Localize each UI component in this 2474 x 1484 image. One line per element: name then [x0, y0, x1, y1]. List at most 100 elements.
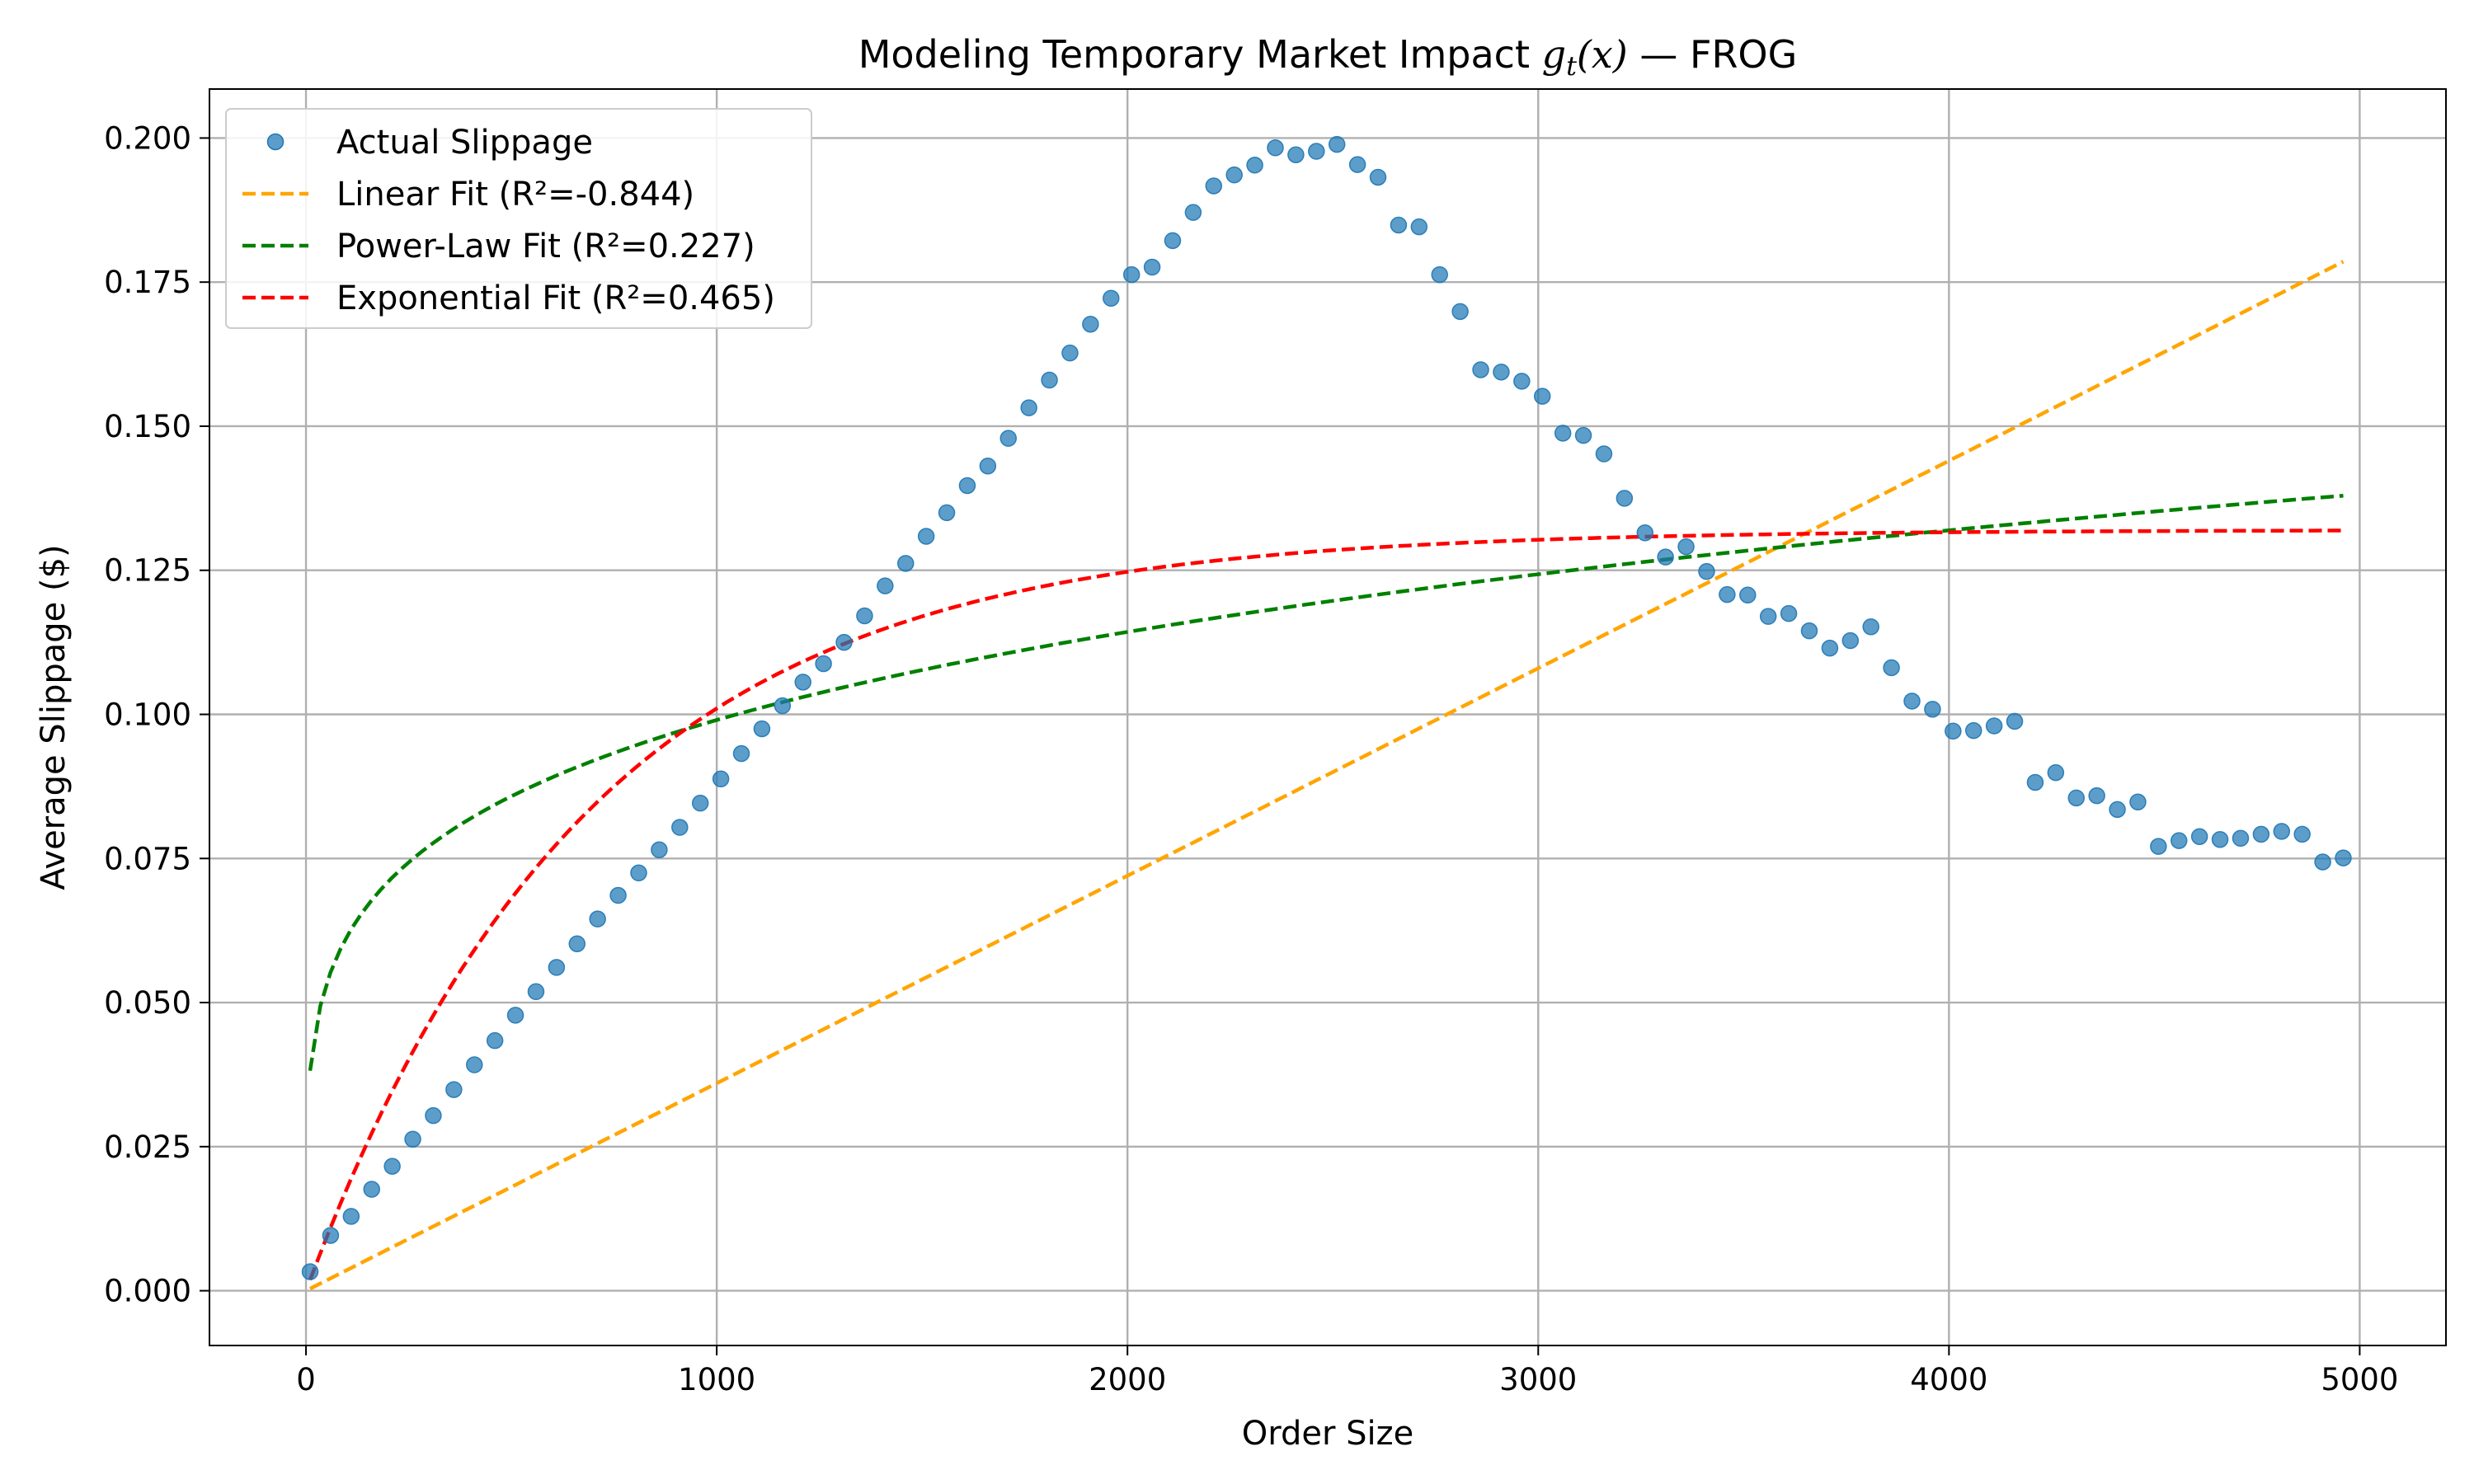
y-tick-label: 0.000 — [104, 1274, 191, 1309]
scatter-point — [671, 819, 689, 836]
scatter-point — [753, 720, 771, 738]
y-axis-ticks: 0.000 0.025 0.050 0.075 0.100 0.125 0.150 0.175… — [104, 120, 209, 1309]
scatter-point — [466, 1056, 483, 1073]
scatter-points — [301, 135, 2352, 1280]
x-tick-label: 5000 — [2321, 1362, 2398, 1397]
scatter-point — [1061, 344, 1079, 362]
scatter-point — [425, 1106, 442, 1125]
y-tick-label: 0.075 — [104, 841, 191, 876]
y-axis-label: Average Slippage ($) — [35, 544, 73, 890]
scatter-point — [383, 1158, 401, 1175]
scatter-point — [301, 1263, 319, 1280]
scatter-point — [815, 655, 832, 673]
scatter-point — [1410, 218, 1428, 236]
scatter-point — [1205, 177, 1223, 195]
scatter-point — [1041, 371, 1058, 389]
scatter-point — [2088, 787, 2105, 805]
scatter-point — [774, 697, 792, 715]
y-tick-label: 0.125 — [104, 553, 191, 589]
scatter-point — [938, 504, 956, 522]
scatter-point — [2067, 789, 2085, 807]
scatter-point — [1103, 289, 1120, 308]
x-tick-label: 2000 — [1089, 1362, 1166, 1397]
scatter-point — [404, 1130, 421, 1148]
legend-label: Power-Law Fit (R²=0.227) — [336, 228, 755, 265]
scatter-point — [609, 886, 627, 904]
scatter-point — [1924, 700, 1941, 718]
scatter-point — [1390, 216, 1408, 234]
scatter-point — [1328, 135, 1346, 153]
power-law-fit-line — [308, 493, 2344, 1072]
scatter-point — [958, 477, 976, 495]
scatter-point — [1451, 303, 1469, 321]
scatter-point — [999, 430, 1017, 447]
scatter-point — [363, 1181, 380, 1198]
fit-lines — [308, 260, 2345, 1291]
scatter-point — [1554, 425, 1572, 442]
scatter-point — [1739, 586, 1757, 604]
scatter-point — [1184, 204, 1202, 221]
y-tick-label: 0.200 — [104, 120, 191, 156]
scatter-point — [2109, 801, 2126, 819]
scatter-point — [2129, 793, 2147, 811]
scatter-point — [548, 959, 566, 976]
x-tick-label: 4000 — [1910, 1362, 1987, 1397]
scatter-point — [2026, 773, 2044, 791]
grid-lines — [209, 89, 2446, 1345]
y-tick-label: 0.150 — [104, 409, 191, 444]
scatter-point — [1020, 399, 1037, 416]
legend-label: Linear Fit (R²=-0.844) — [336, 176, 694, 214]
linear-fit-line — [308, 260, 2345, 1291]
scatter-point — [979, 457, 997, 475]
scatter-point — [877, 577, 894, 594]
scatter-point — [1841, 632, 1860, 650]
scatter-point — [732, 744, 750, 763]
scatter-point — [1246, 157, 1263, 174]
scatter-point — [1985, 717, 2003, 735]
scatter-point — [1964, 721, 1982, 740]
x-axis-label: Order Size — [1242, 1415, 1414, 1453]
scatter-point — [2335, 849, 2352, 866]
scatter-point — [445, 1081, 463, 1098]
scatter-point — [1533, 387, 1551, 405]
scatter-point — [1225, 166, 1243, 184]
scatter-point — [2314, 853, 2331, 871]
scatter-point — [506, 1007, 524, 1024]
scatter-point — [2252, 825, 2270, 843]
scatter-point — [2232, 829, 2250, 848]
scatter-point — [1862, 618, 1879, 636]
y-tick-label: 0.175 — [104, 265, 191, 300]
scatter-point — [1082, 315, 1099, 333]
y-tick-label: 0.100 — [104, 697, 191, 733]
x-tick-label: 0 — [296, 1362, 316, 1397]
scatter-point — [2006, 712, 2024, 730]
scatter-point — [322, 1227, 340, 1244]
scatter-point — [1719, 585, 1736, 603]
plot-frame — [209, 88, 2447, 1346]
scatter-point — [2150, 838, 2167, 855]
scatter-point — [1513, 373, 1531, 390]
scatter-point — [2190, 828, 2208, 845]
scatter-point — [527, 983, 545, 1001]
scatter-point — [2273, 823, 2291, 840]
legend-box — [225, 108, 812, 329]
x-tick-label: 1000 — [678, 1362, 755, 1397]
scatter-point — [1657, 548, 1674, 566]
scatter-point — [1883, 659, 1900, 677]
legend-label: Actual Slippage — [336, 124, 593, 162]
scatter-point — [1800, 622, 1818, 640]
scatter-point — [1616, 490, 1634, 507]
scatter-point — [1369, 168, 1387, 186]
scatter-point — [651, 841, 668, 859]
exponential-fit-line — [308, 528, 2344, 1281]
scatter-point — [1164, 232, 1182, 250]
scatter-point — [1143, 258, 1161, 276]
y-tick-label: 0.050 — [104, 985, 191, 1021]
scatter-point — [712, 770, 730, 788]
chart-title: Modeling Temporary Market Impact gt(x) —… — [858, 32, 1798, 82]
scatter-point — [1122, 265, 1141, 284]
scatter-point — [1348, 156, 1366, 173]
scatter-point — [2047, 763, 2065, 782]
scatter-point — [486, 1031, 504, 1050]
